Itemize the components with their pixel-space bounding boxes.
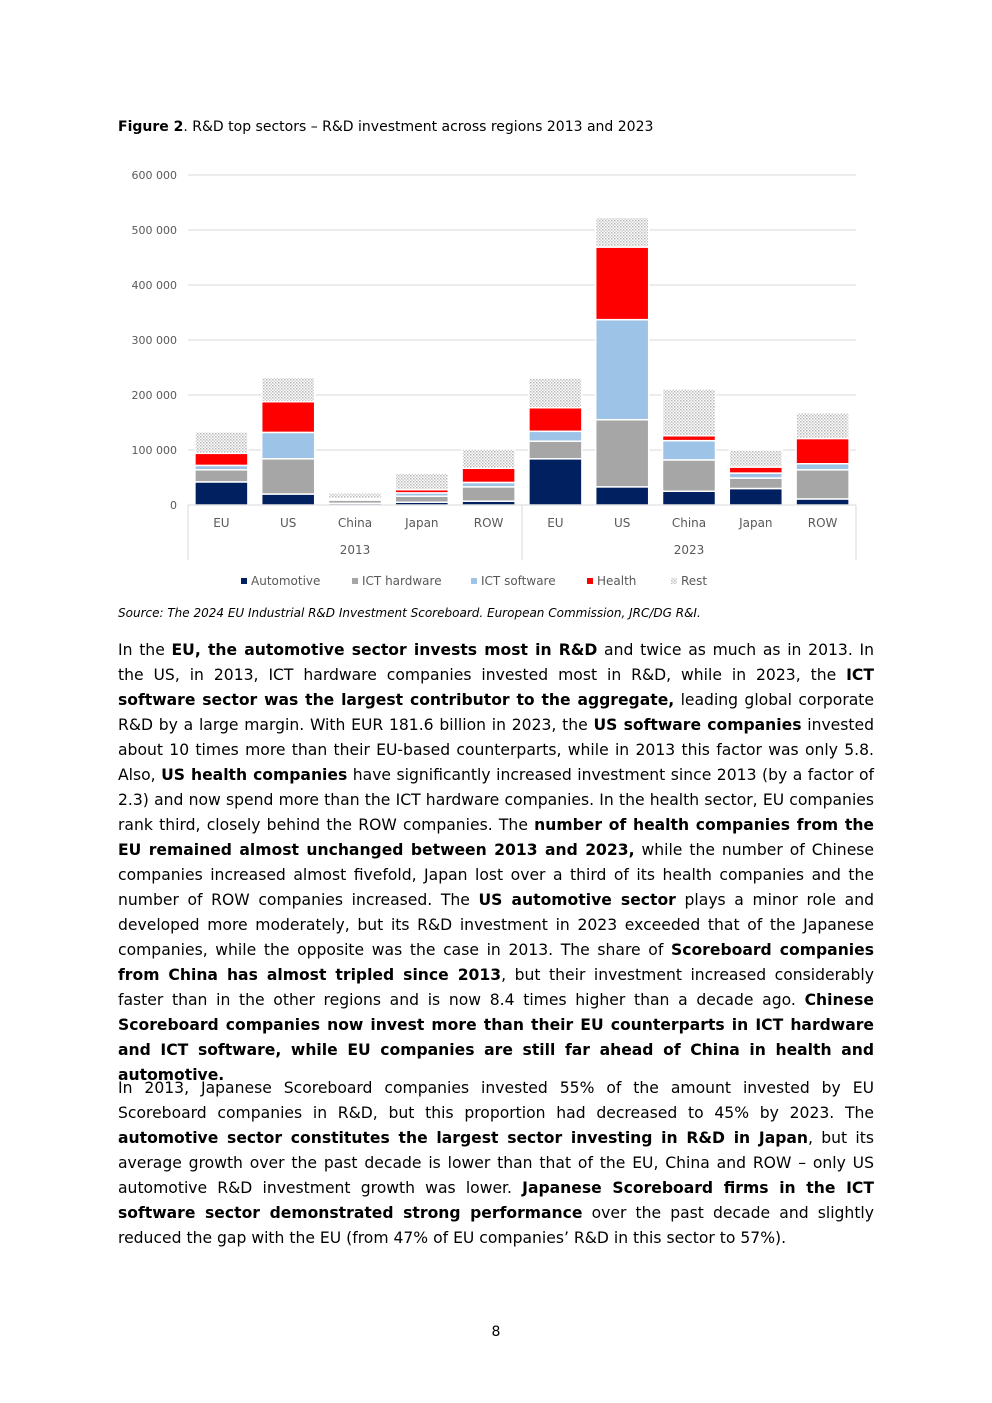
bar-segment-health — [795, 437, 850, 465]
legend-label: Health — [597, 574, 636, 588]
bar-segment-ict-hardware — [594, 419, 650, 488]
figure-caption: Figure 2. R&D top sectors – R&D investme… — [118, 119, 653, 135]
legend-swatch — [587, 578, 593, 584]
bar-segment-ict-hardware — [528, 440, 583, 460]
bar-segment-ict-software — [795, 463, 850, 471]
figure-label: Figure 2 — [118, 119, 184, 135]
bar-segment-ict-hardware — [795, 469, 850, 500]
bar-segment-ict-hardware — [260, 458, 316, 495]
y-tick-label: 500 000 — [132, 224, 178, 237]
bar-segment-ict-hardware — [728, 477, 784, 490]
legend-swatch — [241, 578, 247, 584]
bar-segment-ict-software — [528, 430, 583, 442]
figure-caption-text: . R&D top sectors – R&D investment acros… — [183, 119, 654, 135]
y-tick-label: 300 000 — [132, 334, 178, 347]
bar-segment-automotive — [728, 487, 784, 506]
x-tick-label: Japan — [738, 516, 772, 530]
x-tick-label: China — [672, 516, 706, 530]
x-tick-label: EU — [547, 516, 563, 530]
bar-segment-health — [528, 406, 583, 433]
stacked-bar-chart: 0 100 000 200 000 300 000 400 000 500 000 600 … — [132, 169, 857, 588]
bar-segment-ict-hardware — [194, 469, 249, 483]
x-tick-label: EU — [213, 516, 229, 530]
bar-segment-rest — [728, 449, 784, 468]
bar-segment-health — [594, 246, 650, 321]
y-axis-tick-labels: 0 100 000 200 000 300 000 400 000 500 000 600 … — [132, 169, 178, 512]
body-paragraph-2: In 2013, Japanese Scoreboard companies i… — [118, 1079, 874, 1247]
page-number: 8 — [491, 1324, 501, 1340]
bar-segment-automotive — [661, 490, 717, 506]
bar-segment-health — [728, 466, 784, 474]
bar-segment-health — [260, 400, 316, 434]
y-tick-label: 0 — [170, 499, 177, 512]
bar-segment-ict-hardware — [661, 459, 717, 492]
bar-segment-ict-hardware — [461, 486, 516, 502]
bar-segment-ict-software — [661, 439, 717, 461]
bar-segment-rest — [594, 216, 650, 248]
bar-segment-automotive — [594, 486, 650, 506]
legend-label: ICT software — [481, 574, 556, 588]
y-tick-label: 200 000 — [132, 389, 178, 402]
bar-segment-rest — [528, 377, 583, 409]
legend-swatch — [671, 578, 677, 584]
bar-segment-automotive — [194, 481, 249, 506]
y-tick-label: 400 000 — [132, 279, 178, 292]
bar-segment-health — [461, 467, 516, 484]
bar-segment-automotive — [795, 498, 850, 506]
x-tick-label: US — [614, 516, 630, 530]
legend-label: Automotive — [251, 574, 320, 588]
legend-label: Rest — [681, 574, 707, 588]
bar-segment-automotive — [528, 458, 583, 506]
x-tick-label: ROW — [474, 516, 504, 530]
bar-segment-ict-software — [594, 318, 650, 421]
x-group-label: 2023 — [674, 543, 705, 557]
legend: Automotive ICT hardware ICT software Health… — [241, 574, 707, 588]
legend-swatch — [471, 578, 477, 584]
bars — [194, 216, 850, 506]
y-tick-label: 600 000 — [132, 169, 178, 182]
x-axis: EU US China Japan ROW EU US China Japan ROW 2013 20… — [187, 504, 857, 560]
bar-segment-rest — [260, 376, 316, 403]
x-tick-label: ROW — [808, 516, 838, 530]
bar-segment-rest — [795, 411, 850, 440]
x-tick-label: Japan — [404, 516, 438, 530]
bar-segment-rest — [327, 492, 383, 500]
figure-source: Source: The 2024 EU Industrial R&D Inves… — [118, 606, 701, 620]
bar-segment-rest — [194, 431, 249, 455]
y-tick-label: 100 000 — [132, 444, 178, 457]
bar-segment-rest — [461, 448, 516, 469]
bar-segment-rest — [661, 388, 717, 437]
x-tick-label: US — [280, 516, 296, 530]
body-paragraph-1: In the EU, the automotive sector invests… — [118, 641, 875, 1084]
bar-segment-automotive — [260, 493, 316, 506]
legend-label: ICT hardware — [362, 574, 442, 588]
legend-swatch — [352, 578, 358, 584]
bar-segment-ict-software — [260, 431, 316, 460]
bar-segment-ict-hardware — [394, 495, 450, 504]
bar-segment-rest — [394, 472, 450, 491]
x-tick-label: China — [338, 516, 372, 530]
bar-segment-health — [194, 452, 249, 467]
x-group-label: 2013 — [340, 543, 371, 557]
